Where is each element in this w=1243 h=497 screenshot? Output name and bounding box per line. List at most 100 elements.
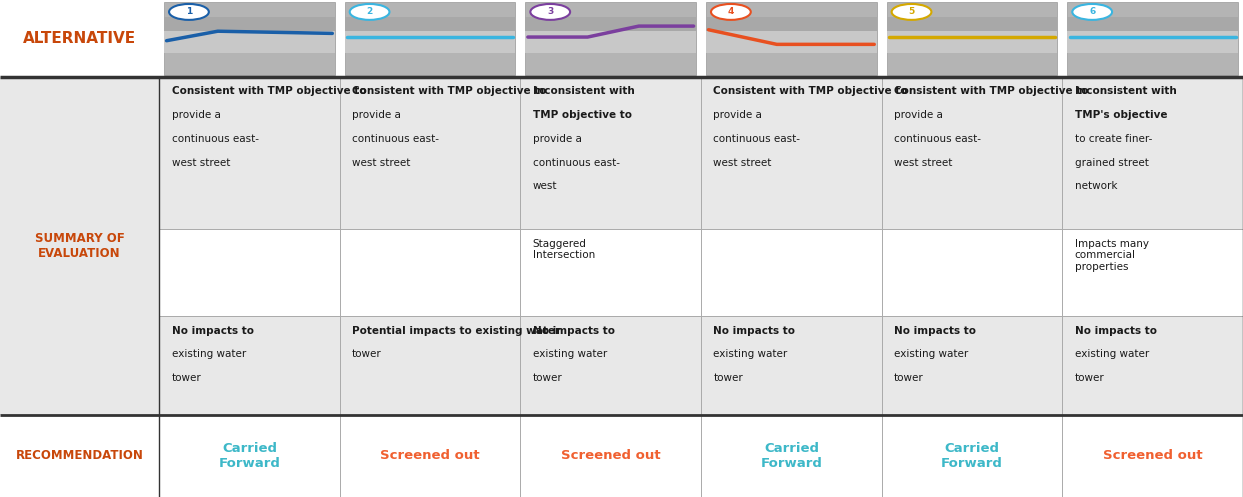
- Text: tower: tower: [352, 349, 382, 359]
- Bar: [701, 77, 881, 229]
- Bar: [521, 229, 701, 316]
- Text: continuous east-: continuous east-: [352, 134, 439, 144]
- Bar: [0, 77, 159, 415]
- Text: 2: 2: [367, 7, 373, 16]
- Bar: [526, 16, 696, 31]
- Text: 4: 4: [727, 7, 735, 16]
- Text: grained street: grained street: [1075, 158, 1149, 167]
- Bar: [339, 229, 521, 316]
- Bar: [159, 77, 339, 229]
- Text: continuous east-: continuous east-: [894, 134, 981, 144]
- Bar: [706, 2, 876, 75]
- Text: Consistent with TMP objective to: Consistent with TMP objective to: [713, 86, 907, 96]
- Text: existing water: existing water: [533, 349, 607, 359]
- Text: Screened out: Screened out: [1103, 449, 1202, 463]
- Bar: [1063, 316, 1243, 415]
- Text: Consistent with TMP objective to: Consistent with TMP objective to: [894, 86, 1089, 96]
- Bar: [521, 77, 701, 229]
- Text: 3: 3: [547, 7, 553, 16]
- Bar: [706, 16, 876, 31]
- Text: existing water: existing water: [1075, 349, 1149, 359]
- Bar: [526, 24, 696, 53]
- Circle shape: [531, 4, 571, 20]
- Circle shape: [891, 4, 931, 20]
- Text: No impacts to: No impacts to: [1075, 326, 1157, 335]
- Text: Screened out: Screened out: [380, 449, 480, 463]
- Text: provide a: provide a: [713, 110, 762, 120]
- Text: west street: west street: [713, 158, 772, 167]
- Bar: [881, 316, 1063, 415]
- Text: Inconsistent with: Inconsistent with: [533, 86, 635, 96]
- Text: provide a: provide a: [352, 110, 401, 120]
- Text: provide a: provide a: [894, 110, 943, 120]
- Text: provide a: provide a: [172, 110, 220, 120]
- Text: No impacts to: No impacts to: [172, 326, 254, 335]
- Text: continuous east-: continuous east-: [172, 134, 259, 144]
- Bar: [701, 316, 881, 415]
- Text: 6: 6: [1089, 7, 1095, 16]
- Text: tower: tower: [533, 373, 563, 383]
- Bar: [881, 229, 1063, 316]
- Text: provide a: provide a: [533, 134, 582, 144]
- Text: No impacts to: No impacts to: [713, 326, 796, 335]
- Text: No impacts to: No impacts to: [533, 326, 615, 335]
- Text: SUMMARY OF
EVALUATION: SUMMARY OF EVALUATION: [35, 232, 124, 260]
- Bar: [1063, 229, 1243, 316]
- Text: 1: 1: [185, 7, 193, 16]
- Bar: [706, 24, 876, 53]
- Text: Carried
Forward: Carried Forward: [941, 442, 1003, 470]
- Text: Screened out: Screened out: [561, 449, 660, 463]
- Text: 5: 5: [909, 7, 915, 16]
- Bar: [1068, 2, 1238, 75]
- Circle shape: [1073, 4, 1112, 20]
- Text: to create finer-: to create finer-: [1075, 134, 1152, 144]
- Circle shape: [711, 4, 751, 20]
- Text: west street: west street: [894, 158, 952, 167]
- Text: west: west: [533, 181, 557, 191]
- Circle shape: [169, 4, 209, 20]
- Bar: [344, 2, 516, 75]
- Text: tower: tower: [172, 373, 201, 383]
- Bar: [339, 316, 521, 415]
- Bar: [0, 0, 1243, 77]
- Bar: [1068, 24, 1238, 53]
- Text: ALTERNATIVE: ALTERNATIVE: [22, 31, 137, 46]
- Text: continuous east-: continuous east-: [533, 158, 620, 167]
- Bar: [886, 2, 1058, 75]
- Text: TMP's objective: TMP's objective: [1075, 110, 1167, 120]
- Bar: [339, 77, 521, 229]
- Text: No impacts to: No impacts to: [894, 326, 976, 335]
- Text: Inconsistent with: Inconsistent with: [1075, 86, 1177, 96]
- Circle shape: [349, 4, 389, 20]
- Text: Consistent with TMP objective to: Consistent with TMP objective to: [352, 86, 547, 96]
- Bar: [159, 229, 339, 316]
- Bar: [526, 2, 696, 75]
- Text: Potential impacts to existing water: Potential impacts to existing water: [352, 326, 561, 335]
- Bar: [164, 24, 334, 53]
- Text: tower: tower: [894, 373, 924, 383]
- Text: west street: west street: [172, 158, 230, 167]
- Text: network: network: [1075, 181, 1117, 191]
- Bar: [1068, 16, 1238, 31]
- Text: tower: tower: [713, 373, 743, 383]
- Bar: [344, 24, 516, 53]
- Text: continuous east-: continuous east-: [713, 134, 800, 144]
- Text: Carried
Forward: Carried Forward: [761, 442, 823, 470]
- Bar: [881, 77, 1063, 229]
- Text: Impacts many
commercial
properties: Impacts many commercial properties: [1075, 239, 1149, 272]
- Text: west street: west street: [352, 158, 410, 167]
- Bar: [1063, 77, 1243, 229]
- Text: Carried
Forward: Carried Forward: [219, 442, 281, 470]
- Bar: [886, 16, 1058, 31]
- Text: Consistent with TMP objective to: Consistent with TMP objective to: [172, 86, 365, 96]
- Bar: [164, 16, 334, 31]
- Text: TMP objective to: TMP objective to: [533, 110, 631, 120]
- Bar: [164, 2, 334, 75]
- Bar: [344, 16, 516, 31]
- Text: existing water: existing water: [894, 349, 968, 359]
- Text: RECOMMENDATION: RECOMMENDATION: [16, 449, 143, 463]
- Bar: [159, 316, 339, 415]
- Bar: [0, 415, 1243, 497]
- Bar: [521, 316, 701, 415]
- Text: existing water: existing water: [713, 349, 788, 359]
